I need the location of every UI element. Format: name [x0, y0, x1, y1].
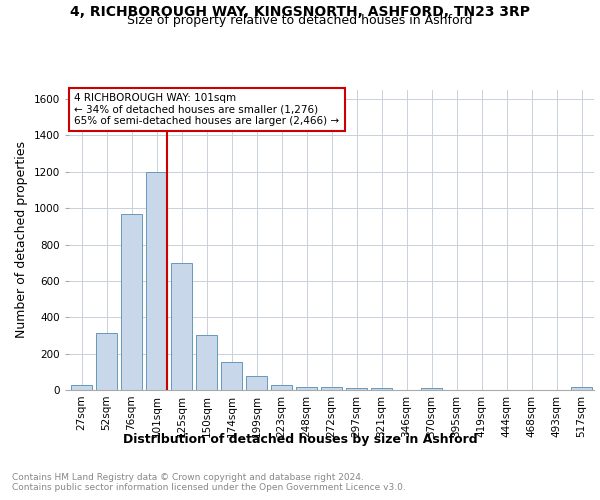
Bar: [346, 388, 367, 390]
Text: 4, RICHBOROUGH WAY, KINGSNORTH, ASHFORD, TN23 3RP: 4, RICHBOROUGH WAY, KINGSNORTH, ASHFORD,…: [70, 5, 530, 19]
Bar: [571, 386, 592, 390]
Bar: [221, 362, 242, 390]
Bar: [96, 332, 117, 390]
Bar: [71, 386, 92, 390]
Bar: [171, 262, 192, 390]
Text: Distribution of detached houses by size in Ashford: Distribution of detached houses by size …: [122, 432, 478, 446]
Bar: [121, 214, 142, 390]
Bar: [196, 336, 217, 390]
Bar: [271, 386, 292, 390]
Bar: [321, 386, 342, 390]
Bar: [296, 386, 317, 390]
Text: 4 RICHBOROUGH WAY: 101sqm
← 34% of detached houses are smaller (1,276)
65% of se: 4 RICHBOROUGH WAY: 101sqm ← 34% of detac…: [74, 93, 340, 126]
Bar: [421, 388, 442, 390]
Text: Contains public sector information licensed under the Open Government Licence v3: Contains public sector information licen…: [12, 484, 406, 492]
Text: Size of property relative to detached houses in Ashford: Size of property relative to detached ho…: [127, 14, 473, 27]
Bar: [146, 172, 167, 390]
Bar: [371, 388, 392, 390]
Y-axis label: Number of detached properties: Number of detached properties: [15, 142, 28, 338]
Bar: [246, 376, 267, 390]
Text: Contains HM Land Registry data © Crown copyright and database right 2024.: Contains HM Land Registry data © Crown c…: [12, 472, 364, 482]
